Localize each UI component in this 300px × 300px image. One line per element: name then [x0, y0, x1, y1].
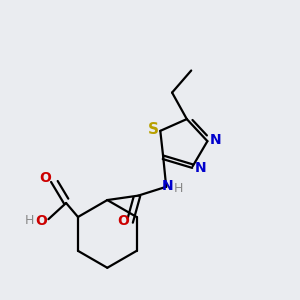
- Text: H: H: [25, 214, 34, 227]
- Text: N: N: [162, 179, 173, 193]
- Text: O: O: [35, 214, 47, 228]
- Text: O: O: [40, 171, 51, 185]
- Text: N: N: [210, 133, 221, 147]
- Text: N: N: [195, 161, 207, 175]
- Text: H: H: [174, 182, 183, 195]
- Text: S: S: [147, 122, 158, 137]
- Text: O: O: [118, 214, 129, 228]
